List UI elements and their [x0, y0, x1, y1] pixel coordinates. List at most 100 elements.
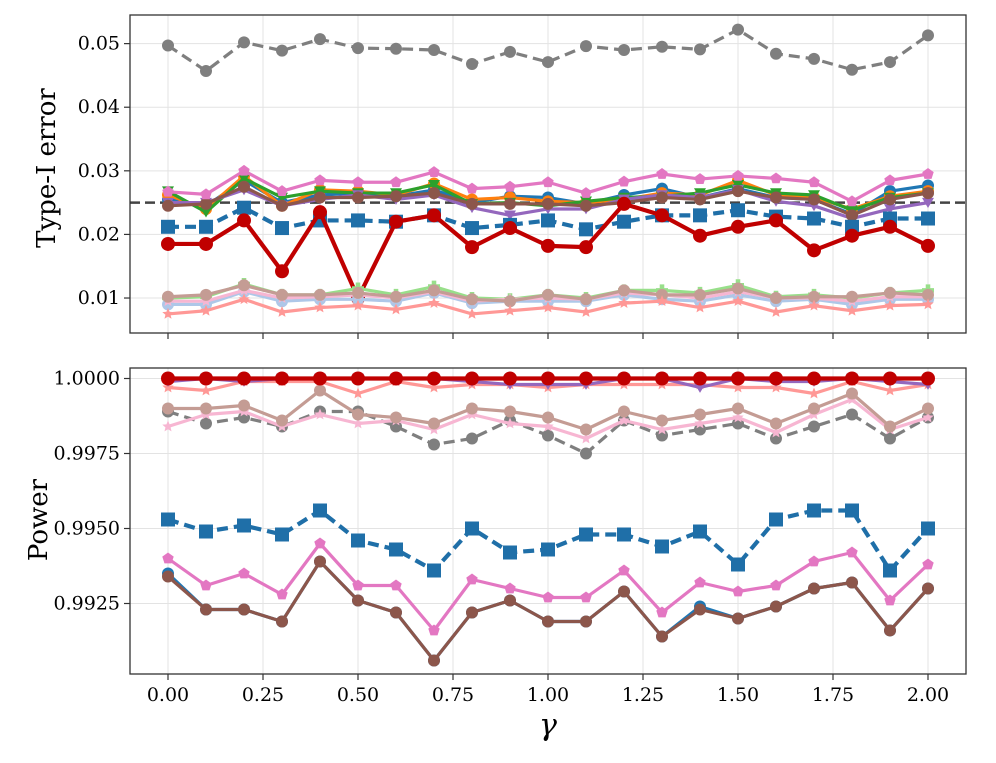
data-point [618, 297, 630, 308]
data-point [504, 45, 516, 58]
data-point [770, 417, 782, 430]
data-point [732, 23, 744, 36]
data-point [732, 612, 744, 625]
data-point [162, 39, 174, 52]
data-point [579, 222, 593, 237]
data-point [807, 371, 821, 386]
data-point [618, 43, 630, 56]
data-point [922, 197, 934, 209]
data-point [390, 303, 402, 315]
series-6 [162, 384, 934, 436]
data-point [618, 405, 630, 418]
y-tick-label: 1.0000 [54, 368, 120, 390]
data-point [656, 191, 668, 204]
data-point [732, 295, 744, 307]
data-point [808, 193, 820, 206]
data-point [162, 290, 174, 303]
data-point [580, 447, 592, 460]
data-point [580, 199, 592, 212]
data-point [352, 594, 364, 607]
data-point [542, 288, 554, 301]
x-axis-label: γ [539, 708, 557, 743]
data-point [162, 185, 174, 197]
data-point [884, 56, 896, 69]
x-tick-label: 0.00 [147, 684, 189, 706]
data-point [770, 600, 782, 613]
data-point [808, 582, 820, 595]
data-point [846, 546, 858, 558]
data-point [238, 173, 250, 184]
data-point [732, 402, 744, 415]
data-point [200, 188, 212, 200]
data-point [314, 33, 326, 46]
data-point [618, 284, 630, 297]
data-point [770, 292, 782, 305]
data-point [922, 298, 934, 310]
data-point [618, 175, 630, 187]
data-point [466, 293, 478, 306]
data-point [314, 384, 326, 397]
data-point [390, 176, 402, 188]
data-point [770, 579, 782, 591]
data-point [770, 47, 782, 60]
data-point [428, 187, 440, 200]
data-point [427, 208, 441, 223]
data-point [352, 176, 364, 188]
data-point [655, 371, 669, 386]
data-point [770, 381, 782, 393]
data-point [275, 371, 289, 386]
data-point [732, 185, 744, 198]
data-point [846, 209, 858, 222]
data-point [580, 187, 592, 198]
data-point [845, 371, 859, 386]
data-point [579, 371, 593, 386]
data-point [921, 371, 935, 386]
data-point [807, 243, 821, 258]
data-point [922, 288, 934, 301]
data-point [922, 411, 934, 423]
axes-frame [129, 14, 967, 334]
data-point [656, 423, 668, 435]
data-point [770, 306, 782, 317]
data-point [541, 238, 555, 253]
series-13 [162, 293, 934, 319]
data-point [504, 210, 516, 221]
data-point [200, 603, 212, 616]
data-point [655, 208, 669, 223]
data-point [351, 371, 365, 386]
data-point [808, 387, 820, 399]
data-point [694, 576, 706, 588]
data-point [200, 304, 212, 316]
data-point [846, 63, 858, 76]
data-point [769, 512, 783, 527]
data-point [807, 211, 821, 226]
data-point [579, 240, 593, 255]
data-point [618, 585, 630, 598]
data-point [884, 624, 896, 637]
data-point [200, 64, 212, 77]
data-point [428, 43, 440, 56]
data-point [313, 205, 327, 220]
data-point [199, 524, 213, 539]
data-point [883, 563, 897, 578]
data-point [428, 438, 440, 451]
data-point [884, 299, 896, 311]
series-2 [162, 537, 934, 636]
data-point [352, 579, 364, 591]
data-point [656, 295, 668, 307]
data-point [884, 174, 896, 186]
panel-type-i-error: 0.01 0.02 0.03 0.04 0.05 [78, 14, 967, 339]
data-point [770, 426, 782, 438]
data-point [200, 197, 212, 210]
data-point [503, 545, 517, 560]
data-point [276, 199, 288, 212]
data-point [275, 264, 289, 279]
data-point [238, 603, 250, 616]
data-point [466, 57, 478, 70]
data-point [237, 213, 251, 228]
data-point [313, 503, 327, 518]
data-point [276, 44, 288, 57]
data-point [694, 417, 706, 429]
data-point [542, 301, 554, 313]
data-point [389, 371, 403, 386]
